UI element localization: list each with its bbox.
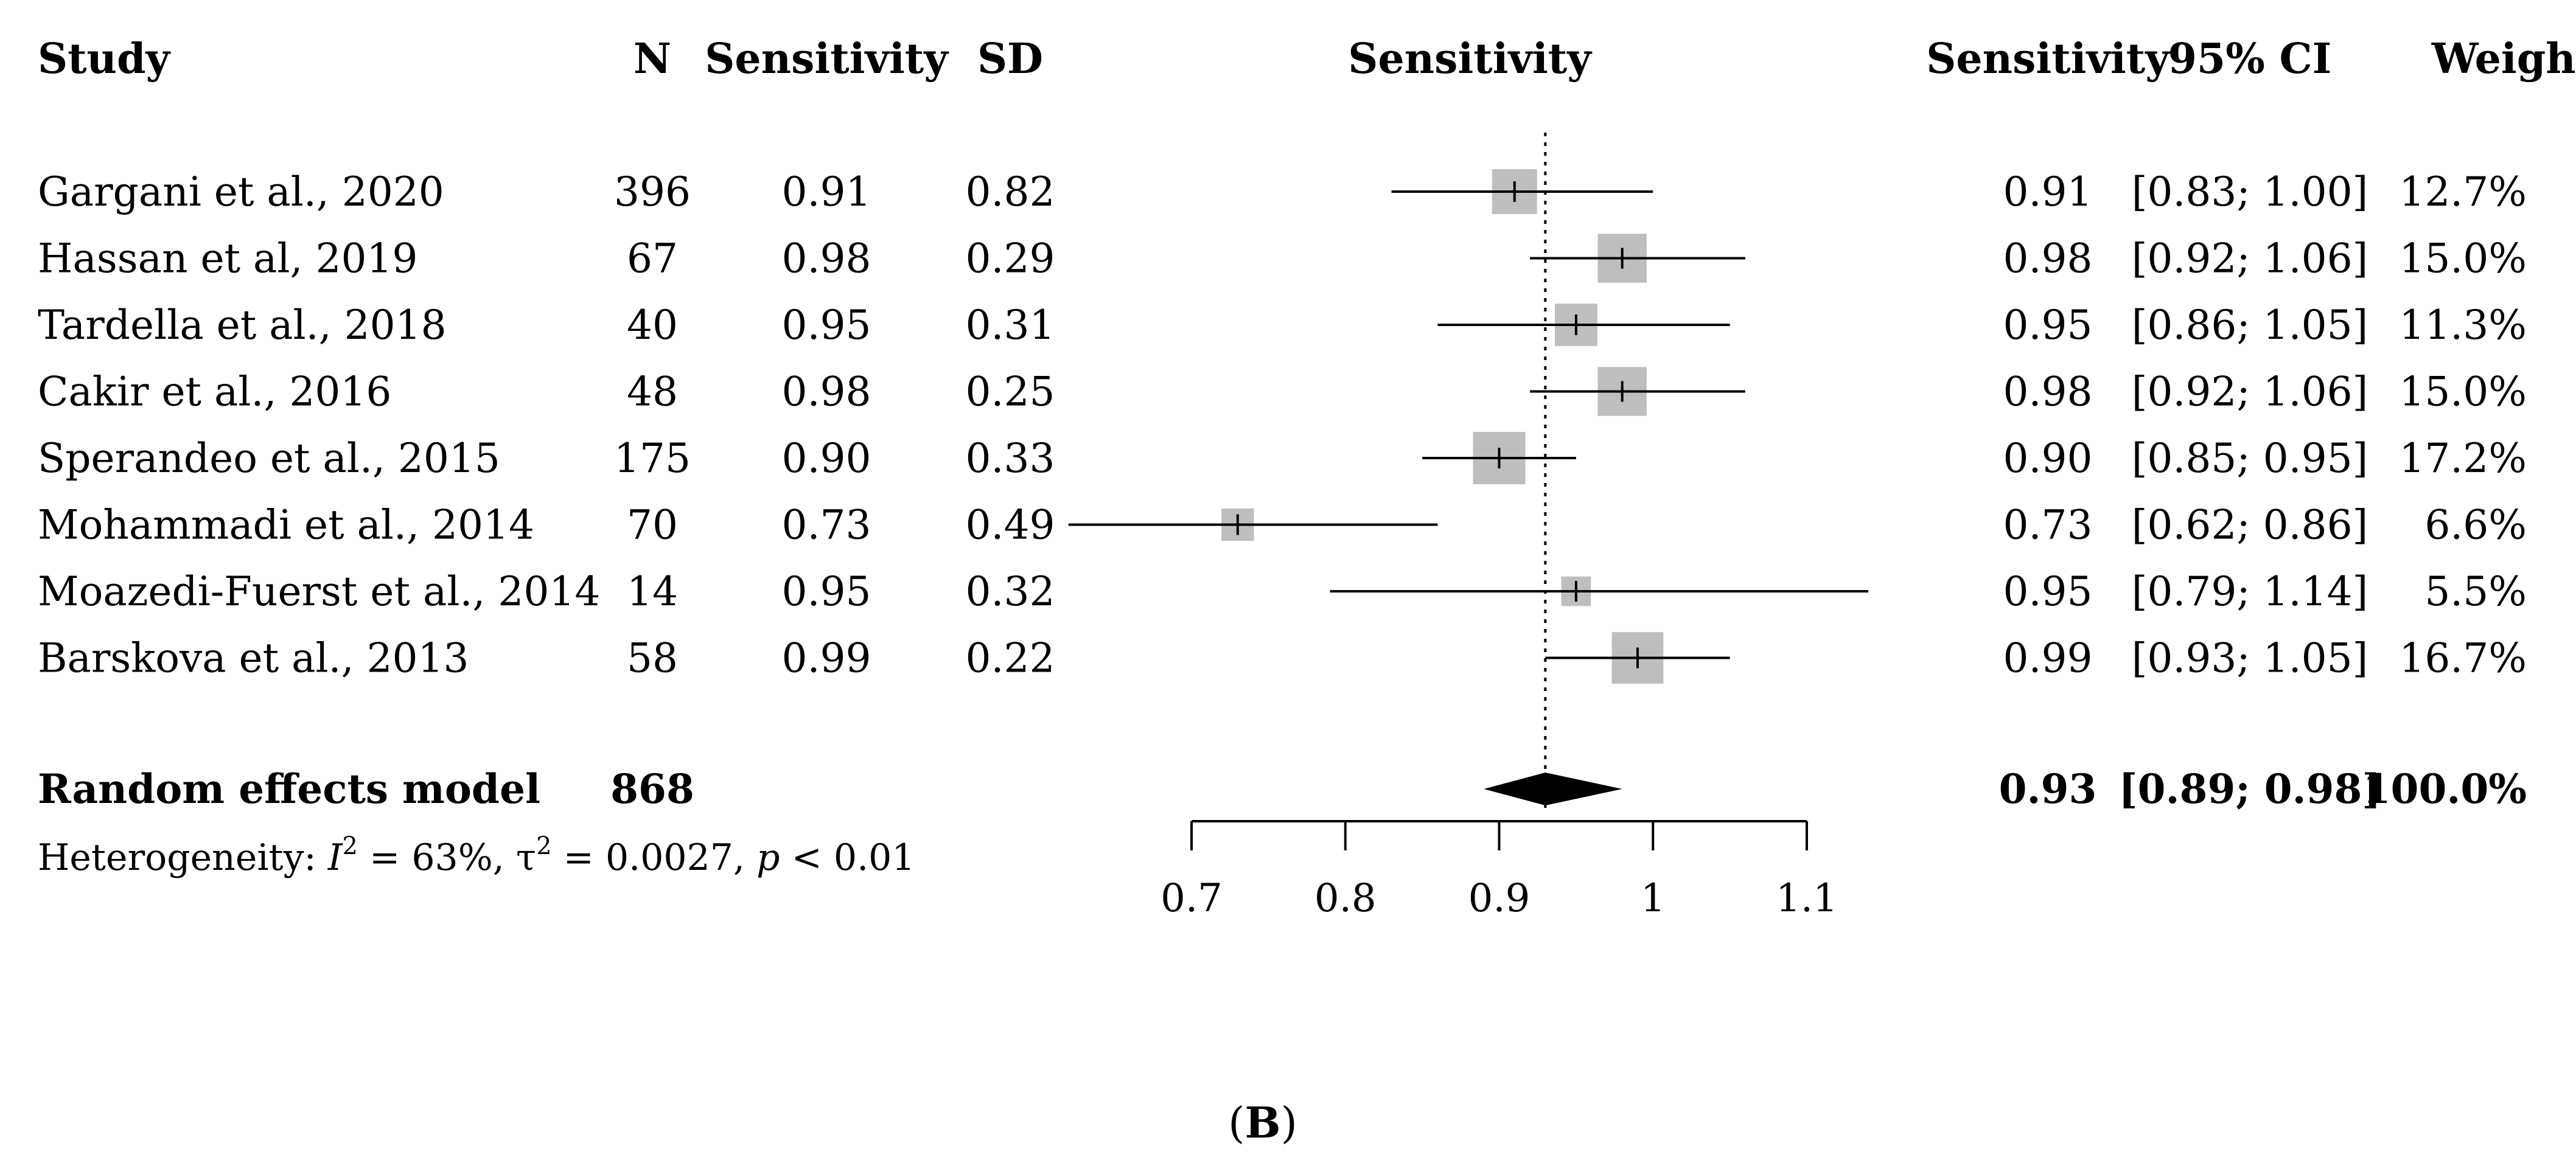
pooled-estimate: 0.93 [1999,765,2097,813]
study-ci: [0.83; 1.00] [2132,169,2368,215]
table-row: Hassan et al, 2019 67 0.98 0.29 0.98 [0.92; 1… [38,235,2527,282]
header-n: N [634,35,671,83]
study-name: Barskova et al., 2013 [38,635,469,682]
study-weight: 17.2% [2399,435,2527,482]
study-sd: 0.32 [966,568,1055,615]
study-sensitivity: 0.98 [782,369,871,415]
pooled-n: 868 [610,765,694,813]
pooled-diamond [1484,773,1622,805]
study-estimate: 0.95 [2003,302,2093,349]
study-sd: 0.33 [966,435,1055,482]
study-ci: [0.92; 1.06] [2132,235,2368,282]
header-plot: Sensitivity [1348,35,1593,83]
study-sensitivity: 0.91 [782,169,871,215]
header-sensitivity: Sensitivity [705,35,949,83]
study-name: Sperandeo et al., 2015 [38,435,500,482]
table-row: Cakir et al., 2016 48 0.98 0.25 0.98 [0.92; 1… [38,369,2527,415]
study-name: Moazedi-Fuerst et al., 2014 [38,568,600,615]
study-n: 14 [627,568,678,615]
heterogeneity-text: Heterogeneity: I2 = 63%, τ2 = 0.0027, p … [38,832,915,879]
study-sensitivity: 0.95 [782,302,871,349]
header-weight: Weight [2431,35,2576,83]
study-weight: 5.5% [2424,568,2527,615]
table-row: Moazedi-Fuerst et al., 2014 14 0.95 0.32 0.9… [38,568,2527,615]
study-estimate: 0.98 [2003,369,2093,415]
study-rows: Gargani et al., 2020 396 0.91 0.82 0.91 [0.83… [38,169,2527,813]
study-n: 175 [614,435,691,482]
header-sd: SD [977,35,1043,83]
study-sensitivity: 0.90 [782,435,871,482]
study-ci: [0.85; 0.95] [2132,435,2368,482]
study-ci: [0.92; 1.06] [2132,369,2368,415]
study-n: 67 [627,235,678,282]
table-row: Tardella et al., 2018 40 0.95 0.31 0.95 [0.86… [38,302,2527,349]
study-weight: 16.7% [2399,635,2527,682]
study-sd: 0.22 [966,635,1055,682]
study-sd: 0.49 [966,502,1055,549]
header-study: Study [38,35,172,83]
study-sd: 0.29 [966,235,1055,282]
study-ci: [0.93; 1.05] [2132,635,2368,682]
study-ci: [0.62; 0.86] [2132,502,2368,549]
column-headers: Study N Sensitivity SD Sensitivity Sensi… [38,35,2576,83]
study-n: 396 [614,169,691,215]
x-tick-label: 0.9 [1468,876,1531,921]
study-name: Mohammadi et al., 2014 [38,502,534,549]
study-name: Tardella et al., 2018 [38,302,447,349]
x-tick-label: 1.1 [1776,876,1838,921]
pooled-weight: 100.0% [2363,765,2527,813]
study-sensitivity: 0.95 [782,568,871,615]
plot-area: 0.7 0.8 0.9 1 1.1 [1068,133,1869,921]
study-n: 40 [627,302,678,349]
study-estimate: 0.98 [2003,235,2093,282]
study-name: Hassan et al, 2019 [38,235,417,282]
panel-label: (B) [1228,1097,1297,1148]
study-estimate: 0.95 [2003,568,2093,615]
study-n: 70 [627,502,678,549]
study-weight: 11.3% [2399,302,2527,349]
study-sensitivity: 0.98 [782,235,871,282]
study-name: Cakir et al., 2016 [38,369,391,415]
study-ci: [0.79; 1.14] [2132,568,2368,615]
study-weight: 15.0% [2399,235,2527,282]
study-ci: [0.86; 1.05] [2132,302,2368,349]
study-sensitivity: 0.99 [782,635,871,682]
study-weight: 12.7% [2399,169,2527,215]
study-estimate: 0.90 [2003,435,2093,482]
study-weight: 15.0% [2399,369,2527,415]
pooled-ci: [0.89; 0.98] [2118,765,2381,813]
study-estimate: 0.73 [2003,502,2093,549]
pooled-label: Random effects model [38,765,540,813]
table-row: Sperandeo et al., 2015 175 0.90 0.33 0.90 [0.… [38,435,2527,482]
x-tick-label: 0.8 [1314,876,1377,921]
study-n: 58 [627,635,678,682]
table-row: Mohammadi et al., 2014 70 0.73 0.49 0.73 [0.6… [38,502,2527,549]
header-ci: 95% CI [2168,35,2332,83]
study-sd: 0.31 [966,302,1055,349]
study-estimate: 0.99 [2003,635,2093,682]
study-weight: 6.6% [2424,502,2527,549]
header-estimate: Sensitivity [1926,35,2171,83]
study-sd: 0.25 [966,369,1055,415]
study-name: Gargani et al., 2020 [38,169,444,215]
x-tick-label: 0.7 [1161,876,1223,921]
study-sensitivity: 0.73 [782,502,871,549]
study-n: 48 [627,369,678,415]
study-sd: 0.82 [966,169,1055,215]
table-row: Barskova et al., 2013 58 0.99 0.22 0.99 [0.93… [38,635,2527,682]
table-row: Gargani et al., 2020 396 0.91 0.82 0.91 [0.83… [38,169,2527,215]
study-estimate: 0.91 [2003,169,2093,215]
pooled-row: Random effects model 868 0.93 [0.89; 0.98]1… [38,765,2527,813]
x-tick-label: 1 [1641,876,1666,921]
